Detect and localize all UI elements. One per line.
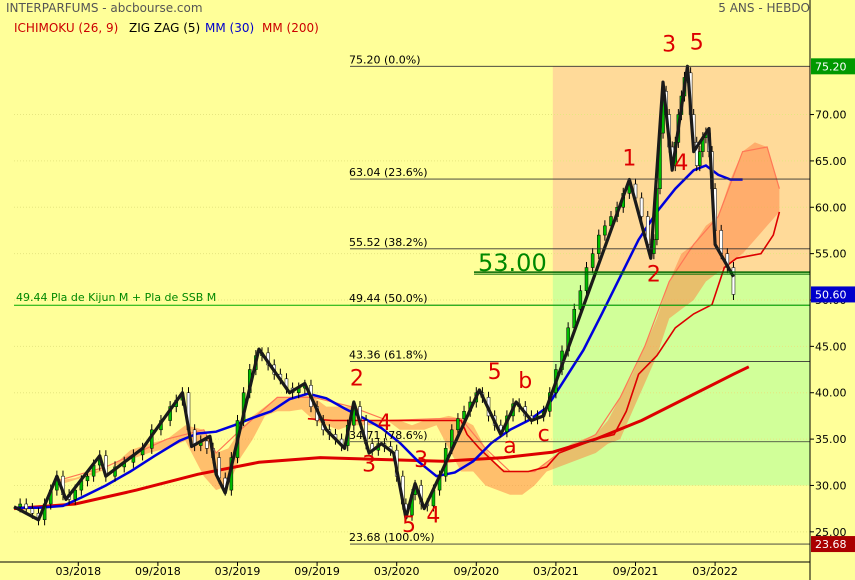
x-tick-label: 09/2018 [135, 565, 181, 578]
x-tick-label: 03/2020 [374, 565, 420, 578]
wave-label: 4 [377, 411, 391, 436]
wave-label: 1 [622, 147, 636, 172]
y-tick-label: 65.00 [815, 155, 847, 168]
wave-label: 5 [402, 513, 416, 538]
candle-body [205, 440, 209, 449]
level-53-label: 53.00 [478, 249, 547, 277]
candle-body [24, 503, 28, 509]
chart-source: INTERPARFUMS - abcbourse.com [6, 1, 203, 15]
fibonacci-levels: 75.20 (0.0%) 63.04 (23.6%) 55.52 (38.2%) 49… [14, 53, 810, 545]
candle-body [30, 508, 35, 514]
wave-label: 5 [488, 360, 502, 385]
y-tick-label: 30.00 [815, 479, 847, 492]
wave-label: 3 [662, 32, 676, 57]
fib-label: 63.04 (23.6%) [349, 166, 428, 179]
y-tick-label: 55.00 [815, 248, 847, 261]
candle-body [698, 151, 702, 166]
x-tick-label: 09/2021 [613, 565, 659, 578]
price-tag-box [811, 536, 855, 553]
candle-body [731, 267, 736, 295]
x-tick-label: 03/2018 [55, 565, 101, 578]
candle-body [18, 503, 22, 508]
wave-label: 4 [674, 151, 688, 176]
fib-label: 49.44 (50.0%) [349, 292, 428, 305]
x-tick-label: 03/2019 [215, 565, 261, 578]
fib-label: 55.52 (38.2%) [349, 236, 428, 249]
x-tick-label: 09/2020 [453, 565, 499, 578]
candle-body [85, 475, 90, 482]
y-tick-label: 45.00 [815, 340, 847, 353]
price-tag-label: 23.68 [815, 538, 847, 551]
x-tick-label: 03/2022 [692, 565, 738, 578]
legend-ichimoku: ICHIMOKU (26, 9) [14, 21, 118, 35]
wave-label: a [503, 434, 516, 459]
candle-body [456, 418, 460, 431]
wave-label: 5 [690, 31, 704, 56]
price-tag-label: 75.20 [815, 60, 847, 73]
candle-body [584, 267, 589, 291]
fib-label: 34.71 (78.6%) [349, 429, 428, 442]
candle-body [590, 253, 595, 268]
y-tick-label: 40.00 [815, 387, 847, 400]
legend-ma200: MM (200) [262, 21, 319, 35]
candle-body [639, 197, 644, 217]
price-series [13, 64, 736, 526]
candle-body [578, 290, 583, 310]
y-tick-label: 70.00 [815, 109, 847, 122]
chart-period: 5 ANS - HEBDO [718, 1, 810, 15]
wave-label: 2 [647, 262, 661, 287]
y-tick-label: 35.00 [815, 433, 847, 446]
senkou-span-b [307, 211, 781, 473]
ma200-line [13, 365, 750, 511]
candle-body [462, 411, 466, 419]
wave-label: 3 [362, 453, 376, 478]
x-tick-label: 09/2019 [294, 565, 340, 578]
legend-zigzag: ZIG ZAG (5) [129, 21, 200, 35]
y-tick-label: 25.00 [815, 526, 847, 539]
wave-label: 3 [414, 448, 428, 473]
fib-label: 43.36 (61.8%) [349, 349, 428, 362]
candle-body [73, 489, 77, 500]
candle-body [597, 234, 601, 254]
wave-label: 4 [426, 504, 440, 529]
legend-ma30: MM (30) [205, 21, 254, 35]
y-tick-label: 60.00 [815, 201, 847, 214]
price-tag-box [811, 58, 855, 75]
wave-label: c [538, 422, 550, 447]
zigzag-line [13, 64, 735, 522]
fib-label: 23.68 (100.0%) [349, 531, 435, 544]
price-tag-box [811, 286, 855, 303]
wave-label: b [518, 369, 532, 394]
wave-label: 2 [350, 366, 364, 391]
kijun-label: 49.44 Pla de Kijun M + Pla de SSB M [16, 291, 216, 304]
price-tag-label: 50.60 [815, 288, 847, 301]
fib-label: 75.20 (0.0%) [349, 53, 421, 66]
candle-body [603, 225, 607, 236]
x-tick-label: 03/2021 [533, 565, 579, 578]
